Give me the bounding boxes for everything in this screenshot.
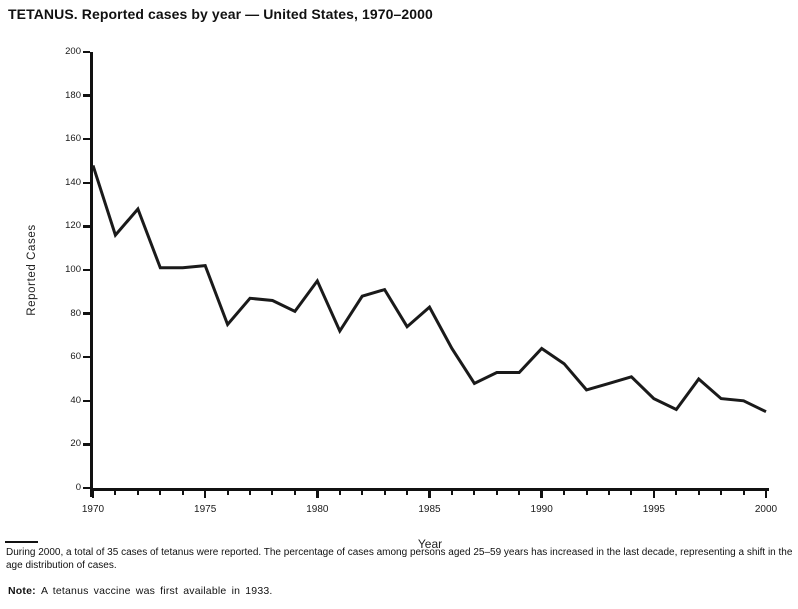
plot-area: 0 20 40 60 80 100 120 140 160 180 200 1970 1975 1980 1… [65, 46, 777, 515]
x-minor-tick [450, 491, 453, 495]
y-tick-label: 180 [65, 89, 81, 101]
tetanus-cases-line [91, 164, 767, 414]
x-minor-tick [114, 491, 117, 495]
x-major-tick [316, 491, 319, 498]
x-minor-tick [630, 491, 633, 495]
x-tick-label: 1970 [81, 504, 105, 515]
y-tick-label: 100 [65, 264, 81, 275]
x-minor-tick [338, 491, 341, 495]
x-axis-line [90, 488, 769, 491]
y-tick [83, 137, 90, 141]
x-minor-tick [563, 491, 566, 495]
x-minor-tick [720, 491, 723, 495]
y-tick-label: 200 [65, 46, 81, 57]
x-minor-tick [159, 491, 162, 495]
y-tick [83, 94, 90, 97]
x-minor-tick [271, 491, 274, 495]
y-tick [83, 181, 90, 185]
x-tick-label: 1975 [194, 504, 217, 515]
x-minor-tick [181, 491, 184, 495]
x-major-tick [764, 491, 768, 498]
x-minor-tick [742, 491, 745, 495]
y-tick [83, 443, 90, 446]
x-major-tick [203, 491, 207, 498]
y-tick [83, 268, 90, 272]
x-minor-tick [585, 491, 588, 495]
y-axis-label: Reported Cases [26, 224, 38, 316]
y-tick-label: 160 [65, 133, 81, 145]
x-major-tick [91, 491, 95, 498]
y-tick-label: 0 [75, 482, 81, 493]
y-tick [83, 399, 90, 403]
x-major-tick [428, 491, 431, 498]
note-label: Note: [8, 585, 36, 597]
y-tick [83, 225, 90, 228]
y-tick-label: 80 [70, 307, 81, 319]
footnote-rule [5, 541, 38, 543]
y-tick-label: 60 [70, 351, 81, 363]
y-tick [83, 312, 90, 315]
x-tick-label: 2000 [754, 504, 778, 515]
x-minor-tick [675, 491, 678, 495]
x-major-tick [540, 491, 543, 498]
x-minor-tick [361, 491, 364, 495]
footnote-text: During 2000, a total of 35 cases of teta… [6, 547, 793, 571]
line-series [91, 164, 767, 414]
x-minor-tick [607, 491, 610, 495]
x-minor-tick [249, 491, 252, 495]
x-minor-tick [473, 491, 476, 495]
y-tick [83, 355, 90, 359]
x-tick-label: 1990 [530, 504, 553, 515]
x-minor-tick [293, 491, 296, 495]
y-tick-label: 40 [70, 394, 81, 406]
page-title: TETANUS. Reported cases by year — United… [8, 6, 433, 22]
x-tick-label: 1995 [642, 504, 665, 515]
y-axis-line [90, 52, 93, 497]
y-tick-label: 20 [70, 438, 81, 450]
note-text: A tetanus vaccine was first available in… [40, 585, 273, 597]
y-tick-label: 120 [65, 220, 81, 232]
x-minor-tick [495, 491, 498, 495]
x-tick-label: 1985 [418, 504, 441, 515]
x-minor-tick [136, 491, 139, 495]
x-major-tick [652, 491, 656, 498]
vaccine-note: Note: A tetanus vaccine was first availa… [8, 585, 273, 597]
y-tick [83, 486, 90, 490]
y-tick-label: 140 [65, 176, 81, 188]
x-minor-tick [518, 491, 521, 495]
x-minor-tick [226, 491, 229, 495]
x-minor-tick [697, 491, 700, 495]
x-minor-tick [383, 491, 386, 495]
x-tick-label: 1980 [306, 504, 329, 515]
x-minor-tick [406, 491, 409, 495]
y-tick [83, 50, 90, 54]
x-axis-label: Year [417, 537, 443, 551]
